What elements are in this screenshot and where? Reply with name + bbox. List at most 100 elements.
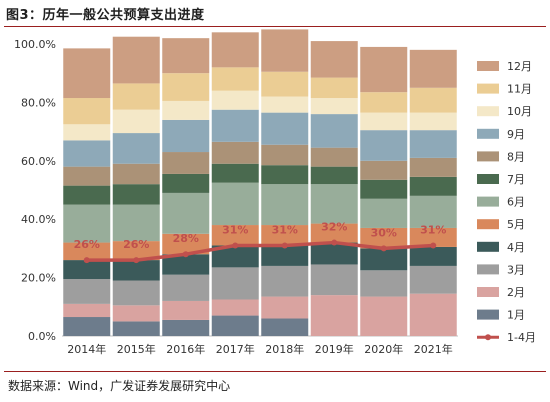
bar-segment [112,204,160,242]
legend-swatch [477,106,499,117]
legend-label: 3月 [507,263,525,276]
bar-segment [310,242,358,265]
bar-segment [360,160,408,180]
bar-segment [63,48,111,99]
x-tick-label: 2018年 [265,342,304,356]
legend-swatch [477,287,499,297]
y-tick-label: 80.0% [21,96,56,109]
y-tick-label: 100.0% [14,38,56,51]
bar-segment [211,141,259,164]
title-divider [4,26,546,27]
bar-segment [360,92,408,113]
bar-segment [360,112,408,131]
bar-segment [63,279,111,304]
bar-segment [409,87,457,113]
line-data-label: 31% [222,223,248,236]
bar-segment [310,147,358,167]
bar-segment [63,98,111,125]
bar-segment [63,166,111,186]
line-data-label: 28% [173,232,199,245]
bar-segment [211,245,259,268]
legend-label: 10月 [507,105,532,118]
bar-segment [211,299,259,316]
legend-swatch [477,83,499,94]
chart-title: 图3：历年一般公共预算支出进度 [6,8,205,23]
bar-segment [360,227,408,249]
bar-segment [162,300,210,320]
bar-segment [63,260,111,280]
bar-segment [112,241,160,261]
legend-label: 8月 [507,150,525,163]
bar-segment [261,318,309,336]
bar-segment [360,179,408,199]
bar-segment [162,192,210,234]
bar-segment [211,315,259,336]
bar-segment [261,144,309,166]
y-tick-label: 0.0% [28,330,56,343]
bar-segment [63,124,111,141]
legend-label: 12月 [507,60,532,73]
bar-segment [360,198,408,228]
bar-segment [261,296,309,319]
bar-segment [360,46,408,93]
bar-segment [162,73,210,101]
footer-divider [4,371,546,372]
bar-segment [112,321,160,336]
line-point [182,251,189,258]
bar-segment [261,265,309,297]
bar-segment [409,195,457,228]
bar-segment [112,305,160,322]
bar-segment [360,296,408,336]
bar-segment [112,280,160,306]
bar-segment [162,319,210,336]
bar-segment [211,267,259,300]
x-tick-label: 2014年 [67,342,106,356]
y-tick-label: 60.0% [21,155,56,168]
bar-segment [409,112,457,131]
line-data-label: 32% [321,221,347,234]
legend-label: 4月 [507,241,525,254]
line-data-label: 26% [123,238,149,251]
bar-segment [409,176,457,196]
bar-segment [310,166,358,185]
line-point [331,239,338,246]
bar-segment [409,157,457,177]
line-data-label: 30% [371,226,397,239]
line-series-1-4 [86,240,434,262]
bar-segment [310,295,358,336]
legend-swatch [477,174,499,184]
legend-swatch [477,196,499,207]
y-tick-label: 40.0% [21,213,56,226]
bar-segment [112,163,160,185]
legend-swatch [477,219,499,230]
bar-segment [211,163,259,183]
legend-label: 9月 [507,128,525,141]
line-point [281,242,288,249]
line-data-label: 31% [272,223,298,236]
bar-segment [63,242,111,261]
legend-swatch [477,264,499,275]
bar-segment [409,130,457,158]
x-tick-label: 2021年 [414,342,453,356]
bar-segment [261,225,309,246]
bar-segment [112,36,160,84]
legend-label: 2月 [507,286,525,299]
legend-label: 6月 [507,196,525,209]
line-point [83,257,90,264]
legend-swatch [477,151,499,162]
bar-segment [162,119,210,153]
x-tick-label: 2016年 [166,342,205,356]
bar-segment [63,303,111,318]
x-tick-label: 2015年 [117,342,156,356]
bar-segment [162,38,210,74]
bar-segment [310,223,358,243]
bar-segment [310,41,358,78]
bar-segment [63,140,111,167]
legend-label: 11月 [507,83,532,96]
bar-segment [211,67,259,91]
bar-segment [261,96,309,113]
x-tick-label: 2017年 [216,342,255,356]
bar-segment [112,184,160,205]
bar-segment [162,274,210,301]
bar-segment [261,112,309,145]
